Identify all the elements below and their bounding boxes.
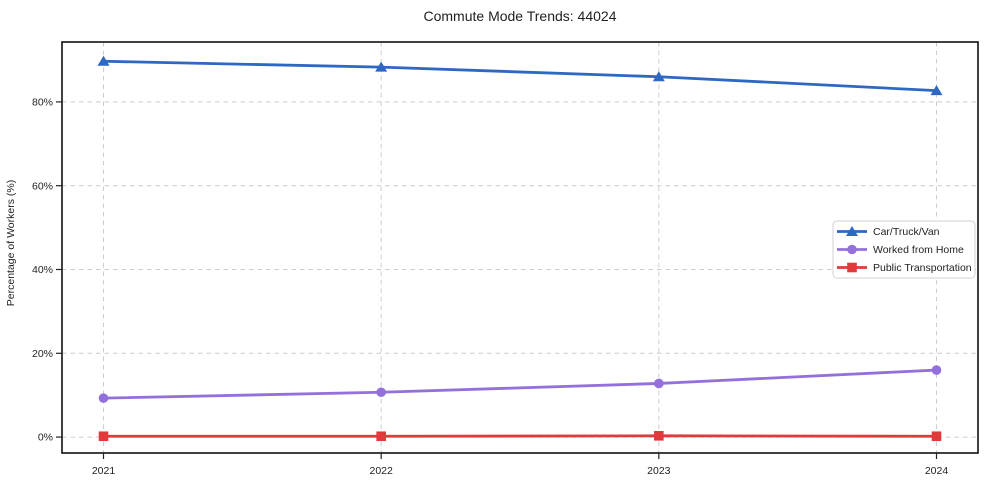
legend-label: Car/Truck/Van: [873, 226, 940, 238]
series-line: [102, 368, 938, 400]
circle-marker: [847, 244, 857, 255]
y-axis-label: Percentage of Workers (%): [5, 180, 17, 306]
frame-layer: [61, 41, 979, 454]
square-marker: [847, 262, 857, 273]
circle-marker: [98, 393, 109, 403]
y-tick-label: 20%: [32, 348, 53, 360]
triangle-marker: [97, 55, 110, 66]
legend-box: [832, 220, 976, 279]
square-marker: [931, 431, 942, 442]
legend-label: Worked from Home: [873, 244, 964, 256]
triangle-marker: [846, 226, 858, 236]
triangle-marker: [375, 61, 388, 72]
y-tick-label: 40%: [32, 264, 53, 276]
square-marker: [98, 431, 109, 442]
square-marker: [376, 431, 386, 442]
series-layer: [97, 55, 943, 442]
chart-title: Commute Mode Trends: 44024: [424, 8, 617, 24]
x-tick-label: 2023: [647, 465, 671, 477]
y-tick-label: 60%: [32, 180, 53, 192]
plot-frame: [61, 41, 979, 454]
x-tick-label: 2021: [92, 465, 116, 477]
x-tick-label: 2024: [925, 465, 949, 477]
circle-marker: [931, 365, 942, 375]
square-marker: [654, 431, 664, 441]
legend-layer: Car/Truck/Van Worked from Home Public Tran…: [832, 220, 976, 279]
tick-layer: 0% 20% 40% 60% 80% 2021 2022 2023 2024: [32, 97, 948, 477]
circle-marker: [376, 387, 386, 398]
series-worked-from-home: [98, 365, 942, 403]
y-tick-label: 80%: [32, 97, 53, 109]
circle-marker: [654, 378, 664, 389]
triangle-marker: [930, 85, 943, 96]
x-tick-label: 2022: [369, 465, 393, 477]
series-car-truck-van: [97, 55, 943, 96]
triangle-marker: [652, 71, 665, 82]
y-tick-label: 0%: [38, 432, 53, 444]
legend-label: Public Transportation: [873, 262, 972, 274]
series-line: [102, 59, 938, 92]
series-public-transportation: [98, 431, 942, 442]
